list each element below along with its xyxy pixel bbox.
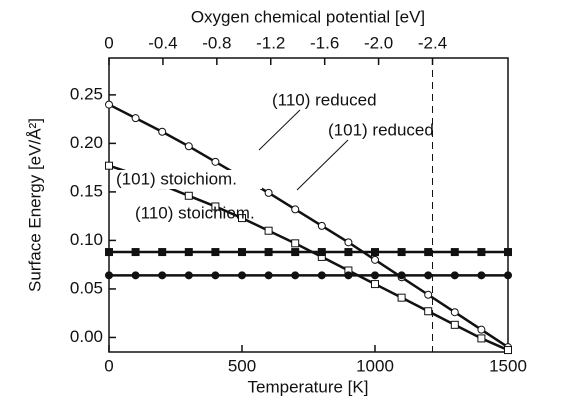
marker <box>424 271 433 280</box>
marker <box>450 308 459 317</box>
marker <box>158 248 167 257</box>
marker <box>477 248 486 257</box>
marker <box>504 271 512 280</box>
marker <box>291 271 300 280</box>
marker <box>211 202 220 211</box>
plot-frame <box>108 57 509 353</box>
marker <box>105 161 113 170</box>
series-line <box>108 164 509 352</box>
x-tick-label: 0 <box>104 356 113 375</box>
marker <box>264 188 273 197</box>
y-axis-title: Surface Energy [eV/Å²] <box>25 118 44 292</box>
marker <box>238 271 246 280</box>
y-tick-label: 0.00 <box>70 327 103 346</box>
series-label: (101) stoichiom. <box>116 169 237 188</box>
marker <box>504 248 512 257</box>
marker <box>291 248 300 257</box>
marker <box>211 271 220 280</box>
marker <box>105 248 113 257</box>
x2-tick-label: -1.6 <box>310 33 339 52</box>
marker <box>344 248 353 257</box>
x2-axis-title: Oxygen chemical potential [eV] <box>191 7 425 26</box>
marker <box>131 114 140 123</box>
marker <box>344 238 353 247</box>
marker <box>424 307 433 316</box>
marker <box>317 248 326 257</box>
y-tick-label: 0.25 <box>70 84 103 103</box>
marker <box>131 248 140 257</box>
marker <box>504 346 512 355</box>
marker <box>477 325 486 334</box>
x2-tick-label: -2.4 <box>418 33 447 52</box>
series-label: (101) reduced <box>328 120 434 139</box>
marker <box>131 271 140 280</box>
marker <box>477 334 486 343</box>
marker <box>264 248 273 257</box>
x-tick-label: 1500 <box>489 356 527 375</box>
marker <box>264 271 273 280</box>
annotation-leader <box>258 109 301 151</box>
marker <box>291 239 300 248</box>
marker <box>184 191 193 200</box>
x2-tick-label: -0.4 <box>148 33 177 52</box>
marker <box>424 248 433 257</box>
x-tick-label: 1000 <box>356 356 394 375</box>
annotation-leader <box>296 139 349 191</box>
marker <box>371 271 379 280</box>
marker <box>371 255 379 264</box>
marker <box>211 248 220 257</box>
marker <box>397 271 406 280</box>
y-tick-label: 0.20 <box>70 133 103 152</box>
y-tick-label: 0.15 <box>70 181 103 200</box>
marker <box>317 271 326 280</box>
marker <box>344 271 353 280</box>
marker <box>371 280 379 289</box>
marker <box>371 248 379 257</box>
marker <box>158 271 167 280</box>
marker <box>238 214 246 223</box>
marker <box>238 248 246 257</box>
x2-tick-label: -0.8 <box>202 33 231 52</box>
x-tick-label: 500 <box>228 356 256 375</box>
marker <box>184 142 193 151</box>
series-label: (110) stoichiom. <box>135 203 255 222</box>
marker <box>264 226 273 235</box>
marker <box>477 271 486 280</box>
marker <box>397 293 406 302</box>
series-line <box>108 103 509 349</box>
marker <box>184 271 193 280</box>
label-bg <box>114 170 262 189</box>
y-tick-label: 0.10 <box>70 230 103 249</box>
marker <box>317 221 326 230</box>
series-label: (110) reduced <box>272 90 377 109</box>
marker <box>450 248 459 257</box>
marker <box>450 320 459 329</box>
x2-tick-label: -2.0 <box>364 33 393 52</box>
y-tick-label: 0.05 <box>70 278 103 297</box>
marker <box>105 271 113 280</box>
marker <box>450 271 459 280</box>
marker <box>424 290 433 299</box>
x-axis-title: Temperature [K] <box>248 377 369 396</box>
x2-tick-label: 0 <box>104 33 113 52</box>
marker <box>158 127 167 136</box>
x2-tick-label: -1.2 <box>256 33 285 52</box>
marker <box>211 157 220 166</box>
marker <box>291 205 300 214</box>
marker <box>397 248 406 257</box>
marker <box>105 100 113 109</box>
marker <box>184 248 193 257</box>
